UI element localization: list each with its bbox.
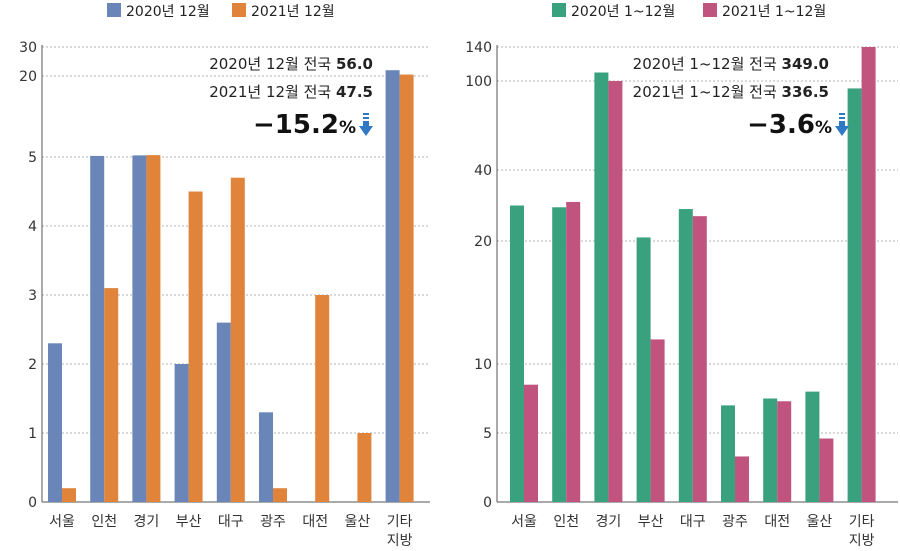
x-tick-label: 대전 (764, 514, 790, 530)
x-tick-label: 경기 (596, 514, 622, 530)
bar-1 (259, 412, 273, 502)
bar-1 (805, 391, 820, 502)
y-tick-label: 2 (28, 357, 37, 373)
bar-2 (357, 433, 372, 502)
total-line-2: 2021년 12월 전국 47.5 (209, 83, 373, 101)
arrow-down-icon (359, 113, 373, 136)
y-tick-label: 40 (474, 163, 492, 179)
bar-2 (315, 295, 330, 502)
x-tick-label: 부산 (638, 514, 664, 530)
bar-1 (510, 205, 524, 502)
bar-1 (90, 155, 105, 503)
x-tick-label: 인천 (553, 514, 579, 530)
legend-label: 2020년 12월 (126, 4, 210, 20)
bar-1 (847, 88, 862, 503)
bar-1 (132, 155, 147, 502)
legend-label: 2020년 1~12월 (571, 4, 675, 20)
y-tick-label: 3 (28, 288, 37, 304)
bar-2 (777, 401, 792, 502)
x-tick-label: 부산 (176, 514, 202, 530)
bar-1 (552, 207, 567, 502)
chart-2: 0 5 10 20 40 100 140 서울 인천 경기 부산 대구 광주 대전 울산 기타 지방 2020년 … (465, 3, 898, 549)
y-tick-label: 0 (28, 495, 37, 511)
bar-2 (273, 488, 287, 502)
bar-2 (861, 47, 876, 502)
bar-1 (678, 209, 693, 503)
bar-1 (48, 343, 62, 502)
y-tick-label: 4 (28, 219, 37, 235)
total-line-1: 2020년 12월 전국 56.0 (209, 55, 373, 73)
bar-1 (174, 364, 189, 502)
x-tick-label: 대구 (680, 514, 706, 530)
y-tick-label: 30 (19, 40, 37, 56)
x-tick-label: 광주 (260, 514, 286, 530)
bar-2 (524, 384, 538, 502)
x-tick-label: 경기 (134, 514, 160, 530)
bar-1 (763, 398, 778, 502)
bar-2 (735, 456, 749, 502)
bar-1 (216, 322, 231, 502)
change-percent: −15.2% (253, 110, 356, 140)
x-tick-label: 서울 (511, 514, 537, 530)
y-tick-label: 10 (474, 357, 492, 373)
y-tick-label: 5 (483, 426, 492, 442)
bar-2 (230, 177, 245, 502)
x-tick-label: 광주 (722, 514, 748, 530)
bar-2 (650, 339, 665, 502)
x-tick-label: 인천 (91, 514, 117, 530)
total-line-1: 2020년 1~12월 전국 349.0 (633, 55, 829, 73)
y-tick-label: 5 (28, 150, 37, 166)
legend-label: 2021년 1~12월 (722, 4, 826, 20)
y-tick-label: 1 (28, 426, 37, 442)
y-tick-label: 100 (465, 74, 492, 90)
bar-2 (62, 488, 76, 502)
bar-2 (608, 81, 623, 502)
bar-2 (692, 216, 707, 502)
legend-swatch (703, 3, 717, 17)
bar-2 (399, 74, 414, 503)
x-tick-label: 울산 (345, 514, 371, 530)
legend-label: 2021년 12월 (251, 4, 335, 20)
y-tick-label: 140 (465, 40, 492, 56)
y-tick-label: 20 (19, 69, 37, 85)
bar-1 (385, 70, 400, 502)
bar-2 (819, 438, 834, 502)
bar-2 (188, 191, 203, 502)
bar-1 (636, 237, 651, 502)
arrow-down-icon (835, 113, 849, 136)
bar-2 (146, 155, 161, 503)
x-tick-label: 기타 지방 (387, 514, 413, 549)
x-tick-label: 대구 (218, 514, 244, 530)
total-line-2: 2021년 1~12월 전국 336.5 (633, 83, 829, 101)
bar-1 (594, 72, 609, 502)
bar-2 (566, 201, 581, 502)
chart-1: 0 1 2 3 4 5 20 30 서울 인천 경기 부산 대구 광주 대전 울산 기타 지방 2020년 12월 2… (19, 3, 430, 549)
x-tick-label: 울산 (807, 514, 833, 530)
x-tick-label: 서울 (49, 514, 75, 530)
x-tick-label: 대전 (302, 514, 328, 530)
legend-swatch (552, 3, 566, 17)
legend-swatch (107, 3, 121, 17)
y-tick-label: 0 (483, 495, 492, 511)
legend-swatch (232, 3, 246, 17)
bar-2 (104, 288, 119, 502)
bar-1 (721, 405, 735, 502)
y-tick-label: 20 (474, 234, 492, 250)
change-percent: −3.6% (747, 110, 832, 140)
x-tick-label: 기타 지방 (849, 514, 875, 549)
